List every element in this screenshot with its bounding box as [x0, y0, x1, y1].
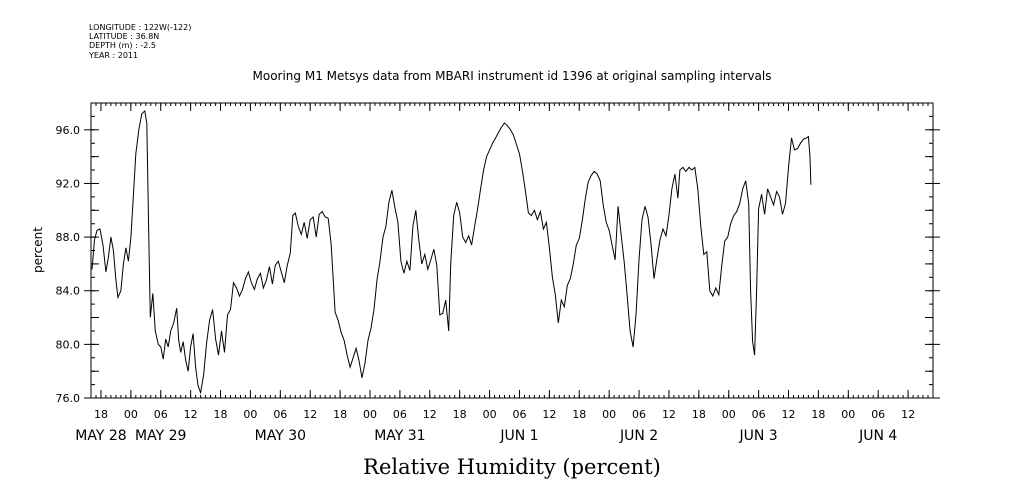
x-hour-tick-label: 18	[333, 408, 347, 421]
x-hour-tick-label: 06	[871, 408, 885, 421]
x-axis: 18 00 06 12 18 00 06 12 18 00 06 12 18 00 06 12 18 00 06 12…	[75, 103, 915, 444]
x-hour-tick-label: 18	[811, 408, 825, 421]
plot-frame	[90, 102, 934, 399]
plot-area: 76.080.084.088.092.096.0 18 00 06 12 18 00 06 1…	[56, 102, 940, 444]
chart-title: Mooring M1 Metsys data from MBARI instru…	[253, 69, 772, 83]
x-hour-tick-label: 12	[542, 408, 556, 421]
x-hour-tick-label: 12	[662, 408, 676, 421]
x-date-label: MAY 31	[374, 428, 425, 444]
metadata-block: LONGITUDE : 122W(-122) LATITUDE : 36.8N …	[88, 23, 191, 60]
x-hour-tick-label: 12	[423, 408, 437, 421]
x-axis-label: Relative Humidity (percent)	[363, 455, 661, 479]
y-axis-label: percent	[31, 227, 45, 273]
x-hour-tick-label: 00	[363, 408, 377, 421]
x-hour-tick-label: 12	[782, 408, 796, 421]
x-hour-tick-label: 06	[154, 408, 168, 421]
x-hour-tick-label: 12	[901, 408, 915, 421]
x-hour-tick-label: 06	[512, 408, 526, 421]
x-date-label: JUN 3	[739, 428, 778, 444]
x-hour-tick-label: 00	[124, 408, 138, 421]
x-hour-tick-label: 18	[692, 408, 706, 421]
x-hour-tick-label: 12	[184, 408, 198, 421]
x-hour-tick-label: 00	[602, 408, 616, 421]
minor-ticks	[90, 102, 934, 399]
y-tick-label: 76.0	[56, 392, 81, 405]
x-date-label: MAY 29	[135, 428, 186, 444]
x-date-label: JUN 2	[619, 428, 658, 444]
x-hour-tick-label: 12	[303, 408, 317, 421]
x-hour-tick-label: 06	[393, 408, 407, 421]
x-hour-tick-label: 00	[841, 408, 855, 421]
y-tick-label: 80.0	[56, 338, 81, 351]
series-line-relative-humidity	[91, 110, 812, 395]
latitude-text: LATITUDE : 36.8N	[89, 32, 159, 41]
x-date-label: MAY 30	[255, 428, 306, 444]
minor-tick-marks	[90, 102, 934, 399]
x-hour-tick-label: 06	[632, 408, 646, 421]
depth-text: DEPTH (m) : -2.5	[89, 41, 156, 50]
x-hour-tick-label: 00	[722, 408, 736, 421]
x-date-label: JUN 4	[858, 428, 897, 444]
longitude-text: LONGITUDE : 122W(-122)	[89, 23, 191, 32]
x-hour-tick-label: 18	[453, 408, 467, 421]
x-hour-tick-label: 06	[273, 408, 287, 421]
x-hour-tick-label: 18	[214, 408, 228, 421]
x-hour-tick-label: 00	[483, 408, 497, 421]
y-tick-label: 96.0	[56, 124, 81, 137]
y-tick-label: 88.0	[56, 231, 81, 244]
x-hour-tick-label: 18	[94, 408, 108, 421]
x-hour-tick-label: 06	[752, 408, 766, 421]
year-text: YEAR : 2011	[88, 51, 138, 60]
x-hour-tick-label: 00	[243, 408, 257, 421]
x-date-label: MAY 28	[75, 428, 126, 444]
x-date-label: JUN 1	[499, 428, 538, 444]
y-axis: 76.0 80.0 84.0 88.0 92.0 96.0	[56, 102, 940, 405]
y-tick-label: 84.0	[56, 285, 81, 298]
y-tick-label: 92.0	[56, 177, 81, 190]
x-hour-tick-label: 18	[572, 408, 586, 421]
